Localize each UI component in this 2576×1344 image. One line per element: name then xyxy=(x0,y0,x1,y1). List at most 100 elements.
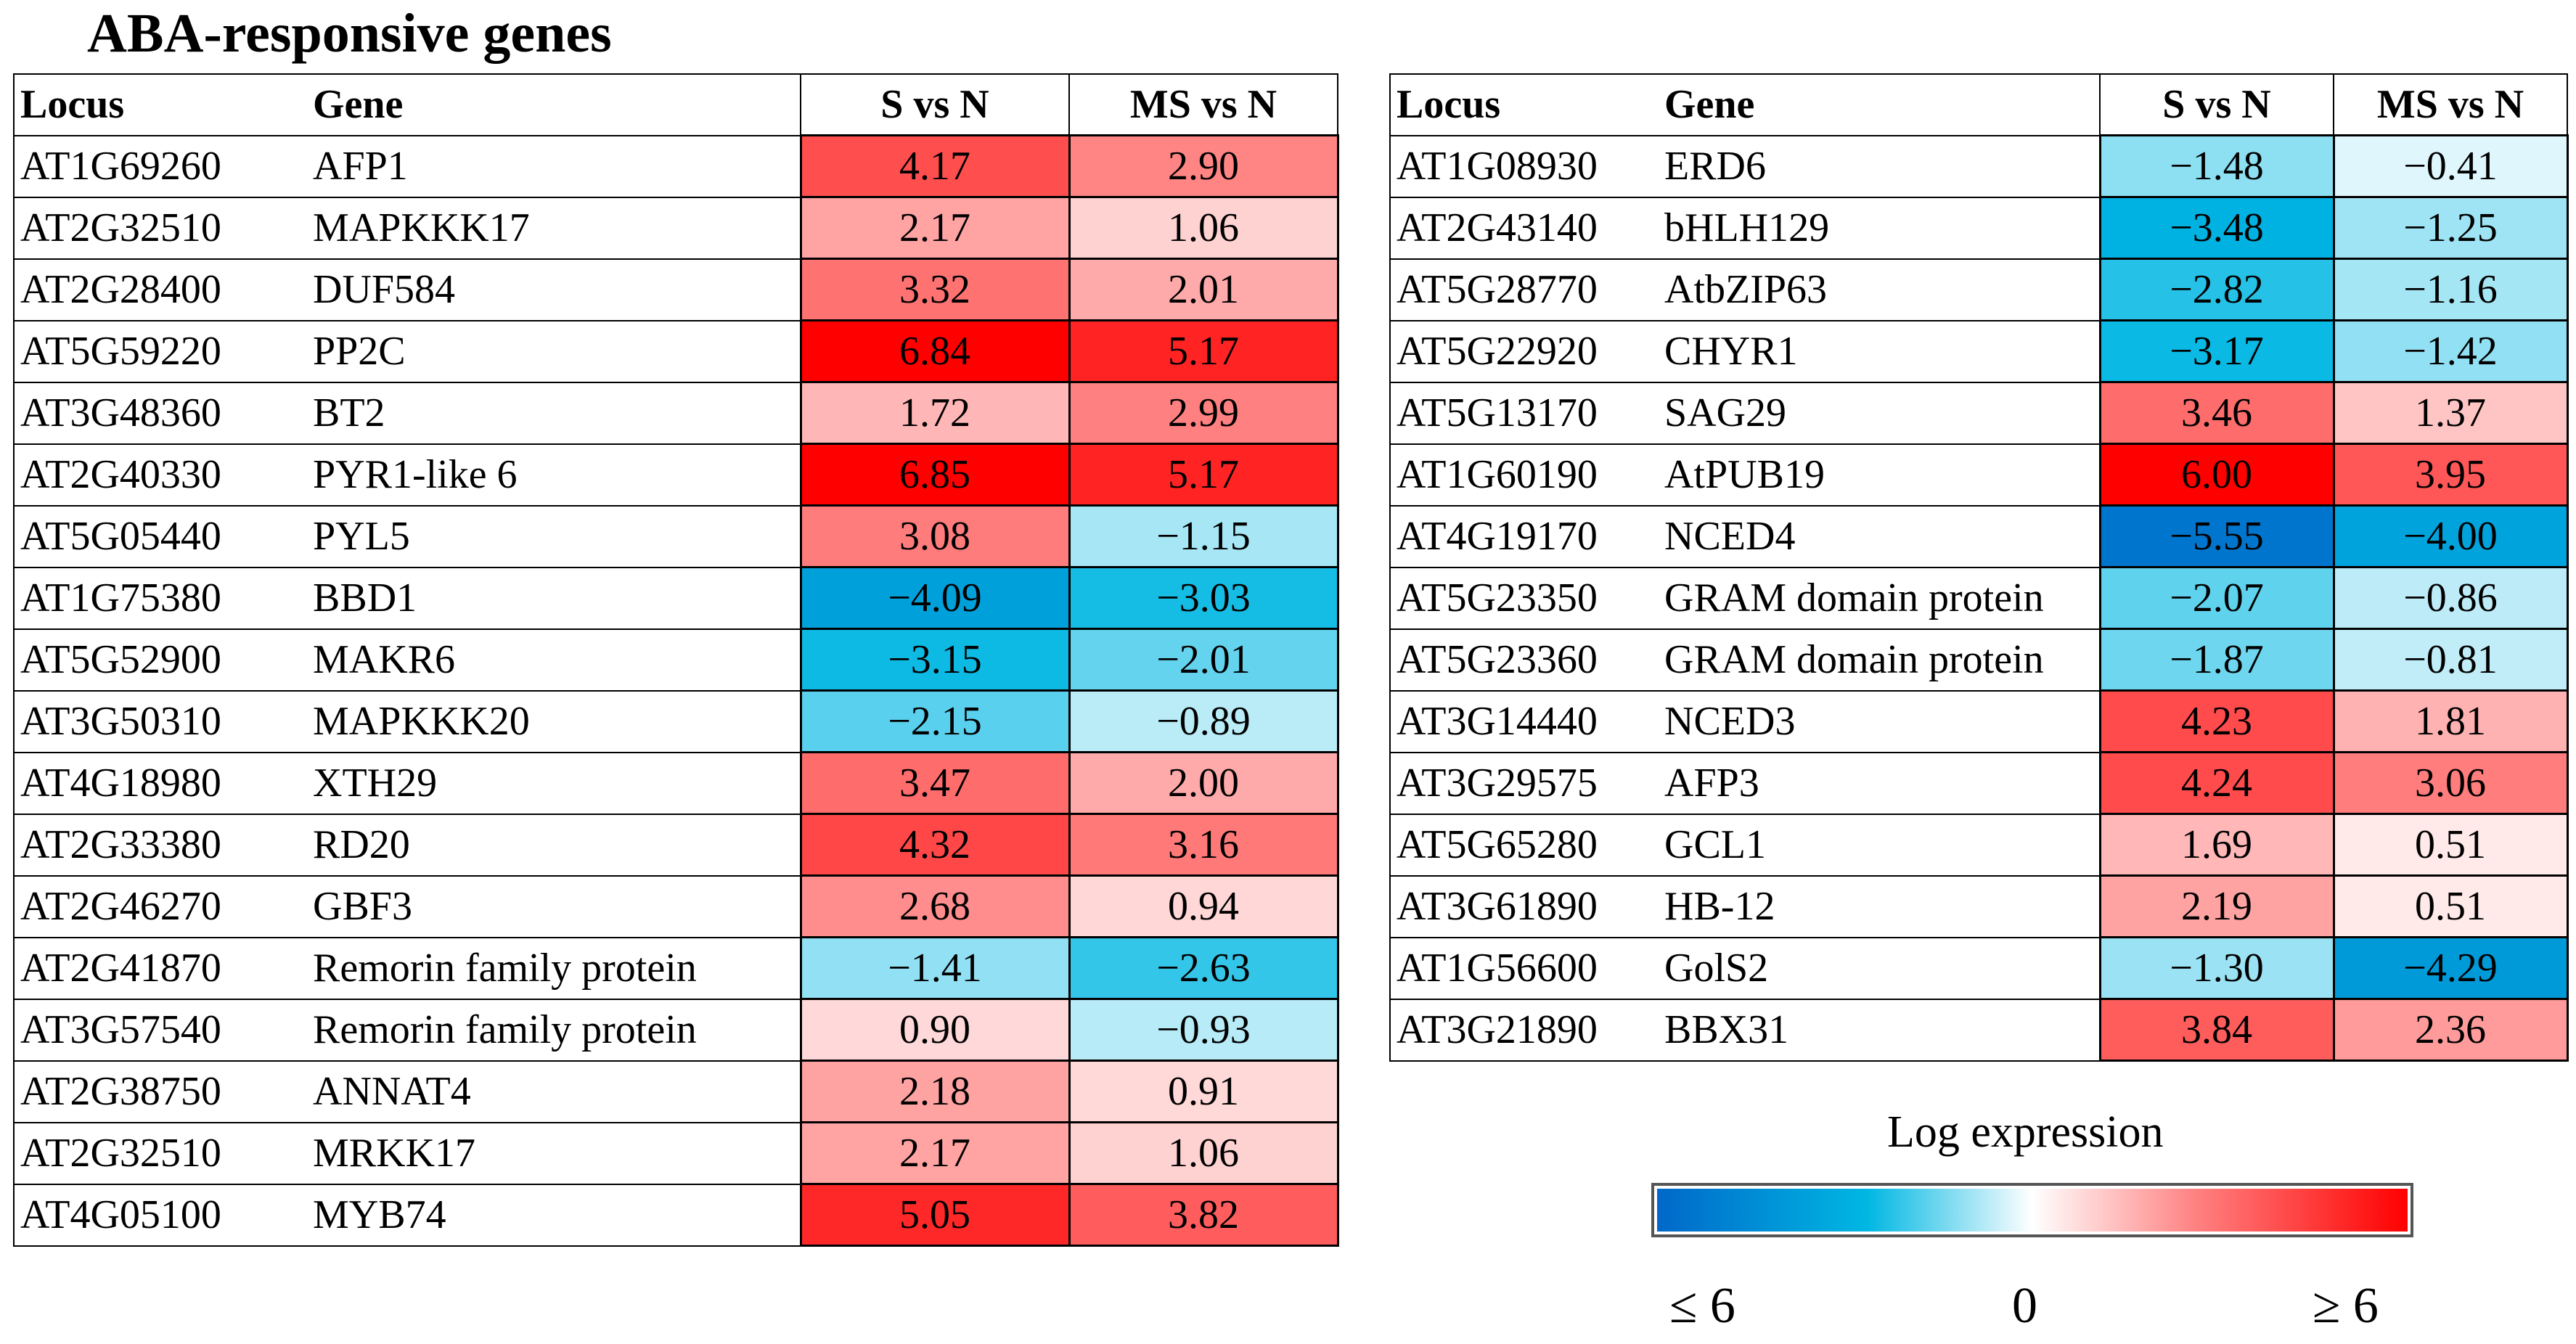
heatmap-cell-s-vs-n: 3.84 xyxy=(2098,998,2335,1062)
heatmap-cell-ms-vs-n: 5.17 xyxy=(1068,443,1339,507)
locus-cell: AT5G05440 xyxy=(13,504,310,568)
heatmap-cell-s-vs-n: −1.87 xyxy=(2098,628,2335,692)
gene-cell: PP2C xyxy=(310,319,801,383)
table-row: AT3G29575 AFP3 4.24 3.06 xyxy=(1389,751,2569,815)
gene-cell: HB-12 xyxy=(1661,874,2100,938)
locus-cell: AT3G57540 xyxy=(13,998,310,1062)
heatmap-cell-s-vs-n: 4.23 xyxy=(2098,689,2335,753)
table-row: AT5G23360 GRAM domain protein −1.87 −0.81 xyxy=(1389,628,2569,692)
heatmap-cell-ms-vs-n: 0.91 xyxy=(1068,1060,1339,1123)
locus-cell: AT2G38750 xyxy=(13,1060,310,1123)
heatmap-cell-s-vs-n: −5.55 xyxy=(2098,504,2335,568)
heatmap-cell-ms-vs-n: −2.01 xyxy=(1068,628,1339,692)
heatmap-cell-s-vs-n: −2.82 xyxy=(2098,258,2335,321)
heatmap-cell-ms-vs-n: 2.00 xyxy=(1068,751,1339,815)
heatmap-cell-ms-vs-n: −3.03 xyxy=(1068,566,1339,630)
locus-cell: AT3G29575 xyxy=(1389,751,1661,815)
heatmap-cell-s-vs-n: 0.90 xyxy=(799,998,1071,1062)
table-row: AT2G41870 Remorin family protein −1.41 −2.6… xyxy=(13,936,1339,1000)
locus-cell: AT2G32510 xyxy=(13,196,310,260)
heatmap-cell-s-vs-n: 6.85 xyxy=(799,443,1071,507)
locus-cell: AT4G18980 xyxy=(13,751,310,815)
table-row: AT2G32510 MRKK17 2.17 1.06 xyxy=(13,1121,1339,1185)
header-s-vs-n: S vs N xyxy=(800,73,1070,136)
heatmap-cell-s-vs-n: 2.68 xyxy=(799,874,1071,938)
locus-cell: AT5G52900 xyxy=(13,628,310,692)
locus-cell: AT2G43140 xyxy=(1389,196,1661,260)
gene-cell: MYB74 xyxy=(310,1183,801,1247)
gene-cell: SAG29 xyxy=(1661,381,2100,445)
heatmap-cell-ms-vs-n: 2.01 xyxy=(1068,258,1339,321)
heatmap-cell-s-vs-n: 1.72 xyxy=(799,381,1071,445)
gene-cell: BT2 xyxy=(310,381,801,445)
heatmap-cell-ms-vs-n: −1.25 xyxy=(2332,196,2569,260)
heatmap-cell-ms-vs-n: −0.93 xyxy=(1068,998,1339,1062)
left-heatmap-table: Locus Gene S vs N MS vs N AT1G69260 AFP1 4… xyxy=(13,73,1339,1247)
heatmap-cell-s-vs-n: −3.48 xyxy=(2098,196,2335,260)
heatmap-cell-s-vs-n: 4.24 xyxy=(2098,751,2335,815)
gene-cell: MAPKKK20 xyxy=(310,689,801,753)
heatmap-cell-ms-vs-n: 3.95 xyxy=(2332,443,2569,507)
table-row: AT3G61890 HB-12 2.19 0.51 xyxy=(1389,874,2569,938)
table-row: AT2G32510 MAPKKK17 2.17 1.06 xyxy=(13,196,1339,260)
gene-cell: RD20 xyxy=(310,813,801,877)
heatmap-cell-s-vs-n: −4.09 xyxy=(799,566,1071,630)
table-row: AT5G65280 GCL1 1.69 0.51 xyxy=(1389,813,2569,877)
table-row: AT5G05440 PYL5 3.08 −1.15 xyxy=(13,504,1339,568)
heatmap-cell-ms-vs-n: 2.36 xyxy=(2332,998,2569,1062)
header-ms-vs-n: MS vs N xyxy=(1069,73,1338,136)
heatmap-cell-ms-vs-n: −1.16 xyxy=(2332,258,2569,321)
table-row: AT4G05100 MYB74 5.05 3.82 xyxy=(13,1183,1339,1247)
gene-cell: GBF3 xyxy=(310,874,801,938)
gene-cell: MAKR6 xyxy=(310,628,801,692)
locus-cell: AT4G19170 xyxy=(1389,504,1661,568)
locus-cell: AT2G40330 xyxy=(13,443,310,507)
gene-cell: AtPUB19 xyxy=(1661,443,2100,507)
table-row: AT2G43140 bHLH129 −3.48 −1.25 xyxy=(1389,196,2569,260)
gene-cell: AtbZIP63 xyxy=(1661,258,2100,321)
heatmap-cell-ms-vs-n: 1.81 xyxy=(2332,689,2569,753)
heatmap-cell-s-vs-n: 3.47 xyxy=(799,751,1071,815)
table-row: AT2G46270 GBF3 2.68 0.94 xyxy=(13,874,1339,938)
heatmap-cell-s-vs-n: 2.18 xyxy=(799,1060,1071,1123)
gene-cell: XTH29 xyxy=(310,751,801,815)
heatmap-cell-s-vs-n: −2.07 xyxy=(2098,566,2335,630)
table-row: AT3G48360 BT2 1.72 2.99 xyxy=(13,381,1339,445)
gene-cell: GRAM domain protein xyxy=(1661,566,2100,630)
heatmap-cell-ms-vs-n: 3.16 xyxy=(1068,813,1339,877)
gene-cell: DUF584 xyxy=(310,258,801,321)
legend-high-label: ≥ 6 xyxy=(2313,1278,2379,1334)
table-row: AT5G13170 SAG29 3.46 1.37 xyxy=(1389,381,2569,445)
gene-cell: AFP1 xyxy=(310,134,801,198)
legend-low-label: ≤ 6 xyxy=(1669,1278,1735,1334)
table-row: AT3G50310 MAPKKK20 −2.15 −0.89 xyxy=(13,689,1339,753)
legend-gradient xyxy=(1657,1189,2408,1232)
legend-title: Log expression xyxy=(1887,1107,2164,1157)
heatmap-cell-s-vs-n: 2.17 xyxy=(799,196,1071,260)
locus-cell: AT2G41870 xyxy=(13,936,310,1000)
heatmap-cell-s-vs-n: 2.19 xyxy=(2098,874,2335,938)
gene-cell: GRAM domain protein xyxy=(1661,628,2100,692)
heatmap-cell-s-vs-n: 3.08 xyxy=(799,504,1071,568)
locus-cell: AT2G33380 xyxy=(13,813,310,877)
locus-cell: AT3G50310 xyxy=(13,689,310,753)
heatmap-cell-ms-vs-n: −4.29 xyxy=(2332,936,2569,1000)
table-row: AT2G33380 RD20 4.32 3.16 xyxy=(13,813,1339,877)
heatmap-cell-ms-vs-n: 3.82 xyxy=(1068,1183,1339,1247)
heatmap-cell-ms-vs-n: −4.00 xyxy=(2332,504,2569,568)
heatmap-cell-s-vs-n: −1.48 xyxy=(2098,134,2335,198)
header-s-vs-n: S vs N xyxy=(2099,73,2334,136)
heatmap-cell-ms-vs-n: −2.63 xyxy=(1068,936,1339,1000)
heatmap-cell-s-vs-n: 5.05 xyxy=(799,1183,1071,1247)
heatmap-cell-s-vs-n: −1.30 xyxy=(2098,936,2335,1000)
table-row: AT2G40330 PYR1-like 6 6.85 5.17 xyxy=(13,443,1339,507)
heatmap-cell-ms-vs-n: −1.15 xyxy=(1068,504,1339,568)
table-row: AT5G28770 AtbZIP63 −2.82 −1.16 xyxy=(1389,258,2569,321)
heatmap-cell-s-vs-n: 4.17 xyxy=(799,134,1071,198)
gene-cell: MRKK17 xyxy=(310,1121,801,1185)
heatmap-cell-ms-vs-n: −0.81 xyxy=(2332,628,2569,692)
gene-cell: GCL1 xyxy=(1661,813,2100,877)
gene-cell: MAPKKK17 xyxy=(310,196,801,260)
gene-cell: ERD6 xyxy=(1661,134,2100,198)
header-locus: Locus xyxy=(13,73,310,136)
